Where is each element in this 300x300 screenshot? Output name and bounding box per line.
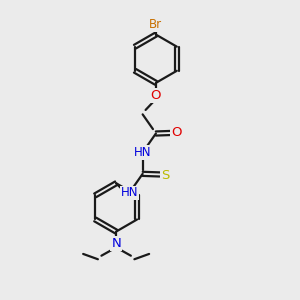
- Text: HN: HN: [134, 146, 152, 159]
- Text: O: O: [171, 126, 182, 140]
- Text: S: S: [161, 169, 170, 182]
- Text: N: N: [111, 237, 121, 250]
- Text: Br: Br: [149, 18, 163, 31]
- Text: HN: HN: [121, 187, 138, 200]
- Text: O: O: [151, 89, 161, 102]
